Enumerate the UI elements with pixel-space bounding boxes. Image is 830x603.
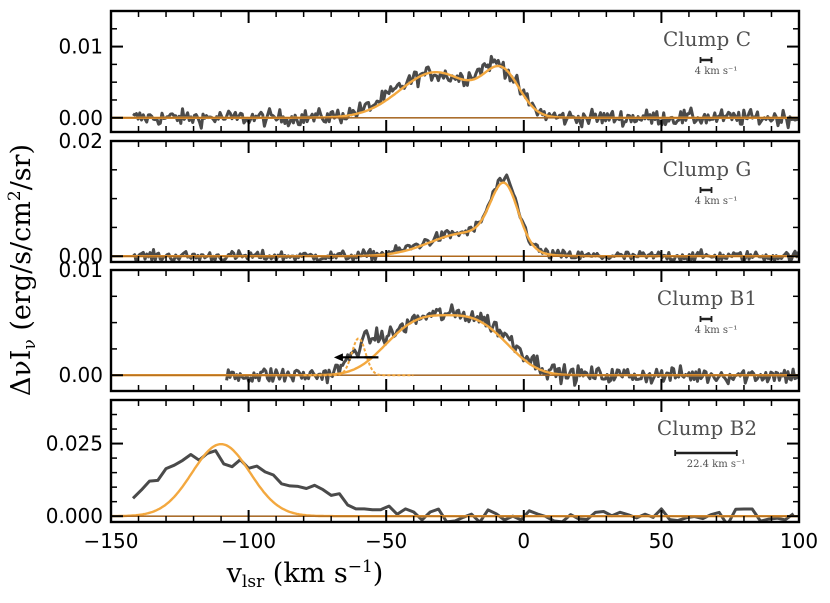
y-tick-label: 0.00 [58, 244, 103, 268]
x-tick-label: −150 [84, 529, 139, 553]
plot-area [111, 54, 799, 130]
scale-bar-label: 22.4 km s⁻¹ [687, 459, 746, 470]
panel-clump-g: 0.00 0.02 Clump G 4 km s⁻¹ [58, 129, 801, 268]
plot-area [111, 443, 799, 522]
panel-frame [109, 139, 801, 264]
y-tick-label: 0.02 [58, 129, 103, 153]
y-tick-label: 0.01 [58, 35, 103, 59]
y-tick-label: 0.01 [58, 258, 103, 282]
y-tick-label: 0.025 [46, 432, 103, 456]
panel-clump-c: 0.00 0.01 Clump C 4 km s⁻¹ [58, 9, 801, 134]
y-tick-label: 0.00 [58, 106, 103, 130]
clump-label: Clump C [663, 27, 751, 51]
clump-label: Clump B1 [657, 286, 757, 310]
x-tick-label: −50 [365, 529, 407, 553]
panel-frame [109, 268, 801, 393]
clump-label: Clump G [663, 157, 752, 181]
spectrum-line [225, 303, 799, 387]
x-tick-label: 0 [517, 529, 530, 553]
panel-clump-b1: 0.00 0.01 Clump B1 4 km s⁻¹ [58, 258, 801, 393]
panel-frame [109, 398, 801, 524]
scale-bar-label: 4 km s⁻¹ [695, 325, 738, 336]
x-tick-label: 100 [780, 529, 818, 553]
scale-bar-label: 4 km s⁻¹ [695, 196, 738, 207]
scale-bar-label: 4 km s⁻¹ [695, 66, 738, 77]
plot-area [111, 173, 799, 262]
x-tick-label: −100 [221, 529, 276, 553]
panel-frame [109, 9, 801, 134]
x-axis-title: vlsr (km s−1) [226, 557, 384, 592]
panel-clump-b2: 0.000 0.025 Clump B2 22.4 km s⁻¹ [46, 398, 801, 528]
dashed-fit-line [303, 337, 414, 377]
plot-area [111, 303, 799, 387]
shift-arrow-head [333, 353, 343, 362]
fit-line [111, 181, 799, 258]
y-tick-label: 0.00 [58, 363, 103, 387]
spectrum-line [131, 173, 799, 262]
y-tick-label: 0.000 [46, 504, 103, 528]
clump-label: Clump B2 [657, 416, 757, 440]
y-axis-title: ΔνIν (erg/s/cm2/sr) [5, 144, 40, 396]
x-tick-label: 50 [649, 529, 674, 553]
fit-line [111, 443, 799, 518]
